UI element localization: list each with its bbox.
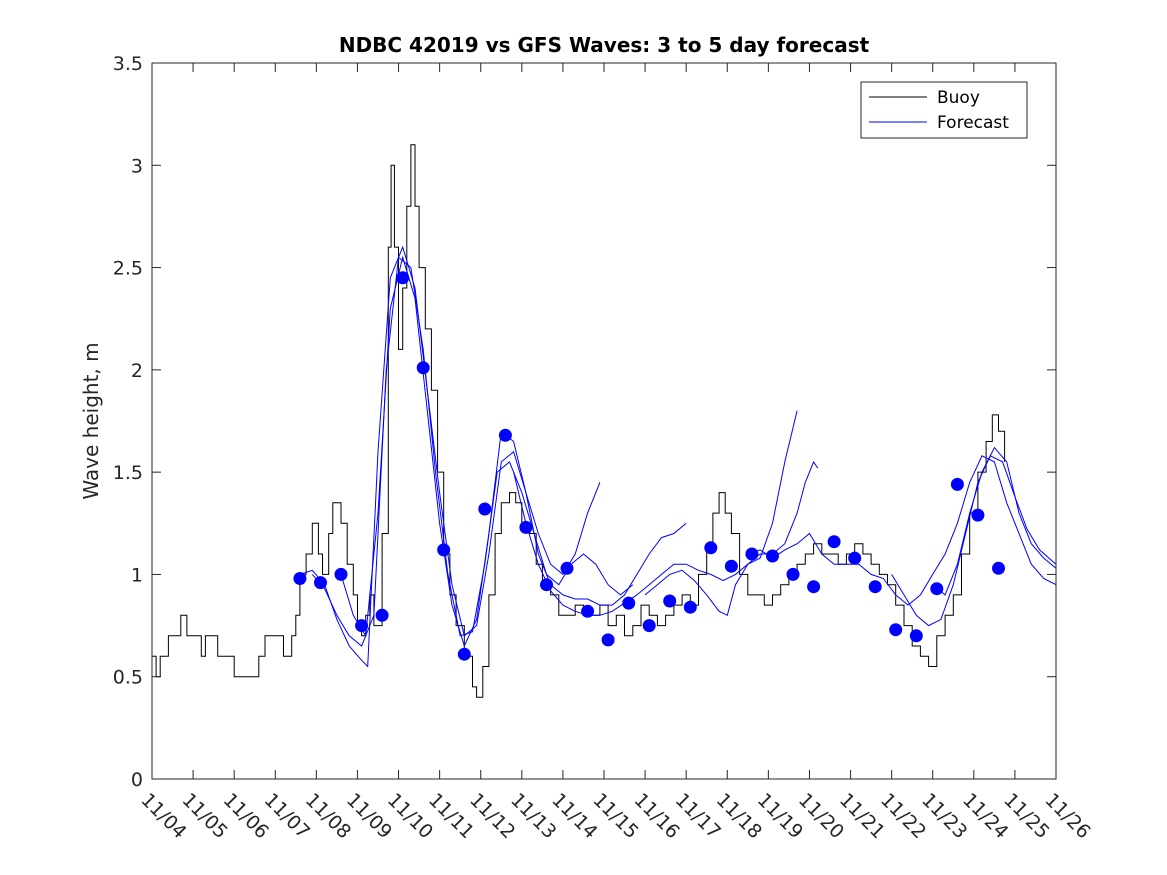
y-tick-label: 2 <box>131 360 143 382</box>
forecast-marker-31 <box>909 629 923 643</box>
forecast-marker-23 <box>745 547 759 561</box>
y-axis-ticks: 0 0.5 1 1.5 2 2.5 3 3.5 <box>113 53 1056 791</box>
forecast-line-1 <box>299 245 601 668</box>
y-tick-label: 3 <box>131 155 143 177</box>
forecast-line-5 <box>644 460 819 617</box>
forecast-marker-11 <box>498 428 512 442</box>
forecast-marker-18 <box>642 619 656 633</box>
forecast-marker-33 <box>950 477 964 491</box>
forecast-marker-30 <box>889 623 903 637</box>
forecast-marker-16 <box>601 633 615 647</box>
forecast-marker-29 <box>868 580 882 594</box>
forecast-marker-28 <box>848 551 862 565</box>
forecast-marker-20 <box>683 600 697 614</box>
buoy-line <box>152 144 1006 698</box>
legend-label-forecast: Forecast <box>937 113 1009 133</box>
forecast-marker-5 <box>375 608 389 622</box>
forecast-marker-24 <box>766 549 779 563</box>
forecast-marker-17 <box>622 596 636 610</box>
forecast-marker-3 <box>334 567 348 581</box>
forecast-marker-19 <box>663 594 677 608</box>
y-tick-label: 0 <box>131 769 143 791</box>
buoy-series <box>152 144 1006 698</box>
forecast-marker-13 <box>540 578 553 592</box>
forecast-marker-10 <box>478 502 492 516</box>
forecast-marker-12 <box>519 520 533 534</box>
forecast-markers <box>293 271 1005 661</box>
forecast-marker-8 <box>437 543 451 557</box>
legend: Buoy Forecast <box>860 81 1028 139</box>
forecast-marker-15 <box>581 604 595 618</box>
forecast-marker-2 <box>314 576 327 590</box>
forecast-marker-32 <box>930 582 944 596</box>
legend-label-buoy: Buoy <box>937 88 980 108</box>
forecast-marker-4 <box>355 619 369 633</box>
forecast-marker-34 <box>971 508 985 522</box>
forecast-marker-25 <box>786 567 800 581</box>
forecast-marker-22 <box>724 559 738 573</box>
forecast-line-4 <box>513 410 798 616</box>
forecast-marker-1 <box>293 572 307 585</box>
forecast-line-8 <box>932 446 1057 596</box>
forecast-marker-14 <box>560 561 574 575</box>
forecast-marker-26 <box>807 580 821 594</box>
legend-box <box>860 81 1028 139</box>
y-tick-label: 0.5 <box>113 667 143 689</box>
y-axis-label: Wave height, m <box>79 342 103 499</box>
y-tick-label: 1 <box>131 564 143 586</box>
y-tick-label: 2.5 <box>113 258 143 280</box>
forecast-marker-7 <box>416 361 430 375</box>
plot-area <box>152 63 1056 779</box>
forecast-marker-35 <box>992 561 1005 575</box>
chart-title: NDBC 42019 vs GFS Waves: 3 to 5 day fore… <box>339 33 870 57</box>
y-tick-label: 1.5 <box>113 462 143 484</box>
forecast-marker-6 <box>396 271 410 285</box>
forecast-line-6 <box>747 455 1057 606</box>
forecast-marker-27 <box>827 535 841 549</box>
y-tick-label: 3.5 <box>113 53 143 75</box>
forecast-marker-9 <box>457 647 471 661</box>
forecast-marker-21 <box>704 541 718 555</box>
